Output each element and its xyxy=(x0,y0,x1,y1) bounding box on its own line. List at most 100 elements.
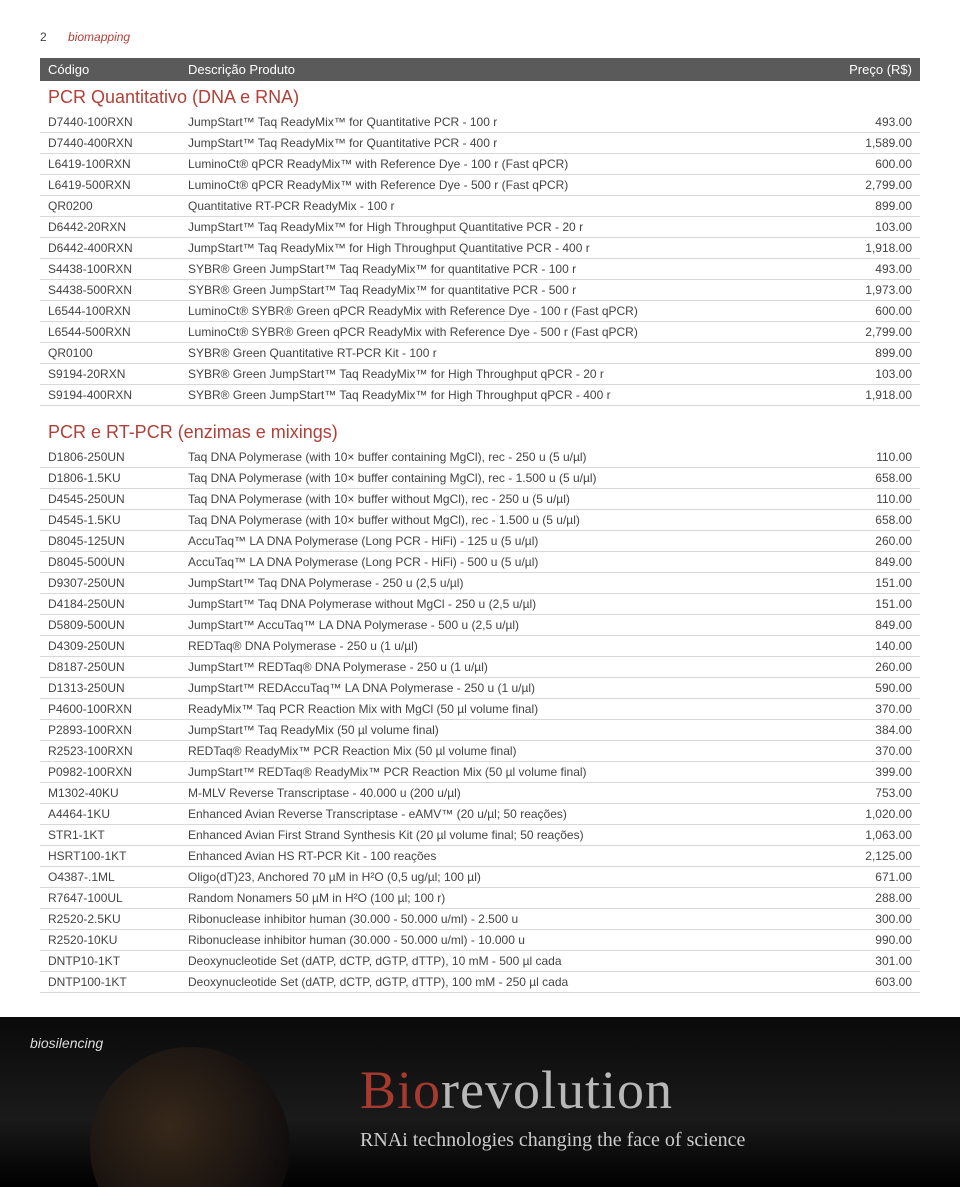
cell-price: 493.00 xyxy=(820,112,920,133)
cell-desc: AccuTaq™ LA DNA Polymerase (Long PCR - H… xyxy=(180,552,820,573)
cell-desc: SYBR® Green JumpStart™ Taq ReadyMix™ for… xyxy=(180,259,820,280)
cell-desc: ReadyMix™ Taq PCR Reaction Mix with MgCl… xyxy=(180,699,820,720)
table-row: D6442-20RXNJumpStart™ Taq ReadyMix™ for … xyxy=(40,217,920,238)
cell-price: 1,973.00 xyxy=(820,280,920,301)
cell-code: O4387-.1ML xyxy=(40,867,180,888)
cell-price: 1,020.00 xyxy=(820,804,920,825)
table-row: HSRT100-1KTEnhanced Avian HS RT-PCR Kit … xyxy=(40,846,920,867)
cell-price: 1,063.00 xyxy=(820,825,920,846)
cell-code: S4438-100RXN xyxy=(40,259,180,280)
section-title: PCR e RT-PCR (enzimas e mixings) xyxy=(40,416,920,447)
cell-desc: SYBR® Green JumpStart™ Taq ReadyMix™ for… xyxy=(180,364,820,385)
table-row: D7440-400RXNJumpStart™ Taq ReadyMix™ for… xyxy=(40,133,920,154)
cell-desc: JumpStart™ Taq ReadyMix™ for Quantitativ… xyxy=(180,112,820,133)
page-number: 2 xyxy=(40,30,47,44)
cell-code: S9194-400RXN xyxy=(40,385,180,406)
cell-desc: JumpStart™ REDTaq® DNA Polymerase - 250 … xyxy=(180,657,820,678)
cell-code: DNTP10-1KT xyxy=(40,951,180,972)
table-row: D8045-125UNAccuTaq™ LA DNA Polymerase (L… xyxy=(40,531,920,552)
cell-price: 658.00 xyxy=(820,468,920,489)
cell-code: D7440-400RXN xyxy=(40,133,180,154)
brand-tag: biomapping xyxy=(68,30,130,44)
cell-code: D8045-500UN xyxy=(40,552,180,573)
cell-code: D4184-250UN xyxy=(40,594,180,615)
cell-desc: SYBR® Green JumpStart™ Taq ReadyMix™ for… xyxy=(180,280,820,301)
cell-desc: Deoxynucleotide Set (dATP, dCTP, dGTP, d… xyxy=(180,972,820,993)
cell-price: 300.00 xyxy=(820,909,920,930)
cell-desc: Taq DNA Polymerase (with 10× buffer with… xyxy=(180,489,820,510)
table-row: P0982-100RXNJumpStart™ REDTaq® ReadyMix™… xyxy=(40,762,920,783)
table-row: D9307-250UNJumpStart™ Taq DNA Polymerase… xyxy=(40,573,920,594)
revolution-text: revolution xyxy=(441,1060,673,1120)
cell-desc: Random Nonamers 50 µM in H²O (100 µl; 10… xyxy=(180,888,820,909)
table-row: P2893-100RXNJumpStart™ Taq ReadyMix (50 … xyxy=(40,720,920,741)
table-row: D1806-250UNTaq DNA Polymerase (with 10× … xyxy=(40,447,920,468)
biorevolution-title: Biorevolution xyxy=(360,1059,673,1121)
table-row: D4309-250UNREDTaq® DNA Polymerase - 250 … xyxy=(40,636,920,657)
banner: biosilencing Biorevolution RNAi technolo… xyxy=(0,1017,960,1187)
cell-price: 899.00 xyxy=(820,196,920,217)
table-row: STR1-1KTEnhanced Avian First Strand Synt… xyxy=(40,825,920,846)
cell-price: 2,799.00 xyxy=(820,322,920,343)
table-row: L6544-100RXNLuminoCt® SYBR® Green qPCR R… xyxy=(40,301,920,322)
table-row: DNTP10-1KTDeoxynucleotide Set (dATP, dCT… xyxy=(40,951,920,972)
cell-desc: SYBR® Green JumpStart™ Taq ReadyMix™ for… xyxy=(180,385,820,406)
cell-code: L6419-500RXN xyxy=(40,175,180,196)
cell-code: D9307-250UN xyxy=(40,573,180,594)
cell-price: 493.00 xyxy=(820,259,920,280)
table-row: D1313-250UNJumpStart™ REDAccuTaq™ LA DNA… xyxy=(40,678,920,699)
cell-desc: Taq DNA Polymerase (with 10× buffer cont… xyxy=(180,468,820,489)
table-row: D4545-250UNTaq DNA Polymerase (with 10× … xyxy=(40,489,920,510)
table-row: D5809-500UNJumpStart™ AccuTaq™ LA DNA Po… xyxy=(40,615,920,636)
cell-code: S9194-20RXN xyxy=(40,364,180,385)
cell-price: 370.00 xyxy=(820,699,920,720)
cell-price: 849.00 xyxy=(820,552,920,573)
cell-price: 658.00 xyxy=(820,510,920,531)
cell-desc: Ribonuclease inhibitor human (30.000 - 5… xyxy=(180,909,820,930)
cell-code: D4545-250UN xyxy=(40,489,180,510)
cell-price: 103.00 xyxy=(820,364,920,385)
cell-code: D1313-250UN xyxy=(40,678,180,699)
cell-price: 370.00 xyxy=(820,741,920,762)
cell-price: 103.00 xyxy=(820,217,920,238)
cell-desc: Taq DNA Polymerase (with 10× buffer with… xyxy=(180,510,820,531)
cell-code: D5809-500UN xyxy=(40,615,180,636)
cell-desc: JumpStart™ Taq DNA Polymerase - 250 u (2… xyxy=(180,573,820,594)
cell-desc: Taq DNA Polymerase (with 10× buffer cont… xyxy=(180,447,820,468)
page-header: 2 biomapping xyxy=(40,30,920,44)
table-row: S4438-100RXNSYBR® Green JumpStart™ Taq R… xyxy=(40,259,920,280)
cell-desc: REDTaq® ReadyMix™ PCR Reaction Mix (50 µ… xyxy=(180,741,820,762)
bio-text: Bio xyxy=(360,1060,441,1120)
cell-code: P4600-100RXN xyxy=(40,699,180,720)
cell-desc: JumpStart™ AccuTaq™ LA DNA Polymerase - … xyxy=(180,615,820,636)
table-row: R2520-2.5KURibonuclease inhibitor human … xyxy=(40,909,920,930)
cell-price: 1,918.00 xyxy=(820,385,920,406)
cell-desc: JumpStart™ Taq ReadyMix (50 µl volume fi… xyxy=(180,720,820,741)
cell-price: 384.00 xyxy=(820,720,920,741)
cell-desc: REDTaq® DNA Polymerase - 250 u (1 u/µl) xyxy=(180,636,820,657)
cell-desc: JumpStart™ Taq ReadyMix™ for High Throug… xyxy=(180,238,820,259)
cell-price: 301.00 xyxy=(820,951,920,972)
table-row: L6419-500RXNLuminoCt® qPCR ReadyMix™ wit… xyxy=(40,175,920,196)
cell-price: 600.00 xyxy=(820,301,920,322)
cell-code: QR0100 xyxy=(40,343,180,364)
cell-price: 151.00 xyxy=(820,594,920,615)
cell-price: 849.00 xyxy=(820,615,920,636)
cell-code: D8045-125UN xyxy=(40,531,180,552)
cell-price: 140.00 xyxy=(820,636,920,657)
col-desc: Descrição Produto xyxy=(188,62,812,77)
table-row: D8045-500UNAccuTaq™ LA DNA Polymerase (L… xyxy=(40,552,920,573)
head-graphic xyxy=(90,1047,290,1187)
table-row: R7647-100ULRandom Nonamers 50 µM in H²O … xyxy=(40,888,920,909)
cell-desc: JumpStart™ Taq DNA Polymerase without Mg… xyxy=(180,594,820,615)
cell-code: A4464-1KU xyxy=(40,804,180,825)
cell-price: 1,918.00 xyxy=(820,238,920,259)
cell-price: 2,799.00 xyxy=(820,175,920,196)
cell-price: 590.00 xyxy=(820,678,920,699)
cell-desc: Oligo(dT)23, Anchored 70 µM in H²O (0,5 … xyxy=(180,867,820,888)
table-row: M1302-40KUM-MLV Reverse Transcriptase - … xyxy=(40,783,920,804)
cell-price: 110.00 xyxy=(820,447,920,468)
cell-price: 260.00 xyxy=(820,531,920,552)
table-row: S9194-400RXNSYBR® Green JumpStart™ Taq R… xyxy=(40,385,920,406)
cell-price: 2,125.00 xyxy=(820,846,920,867)
